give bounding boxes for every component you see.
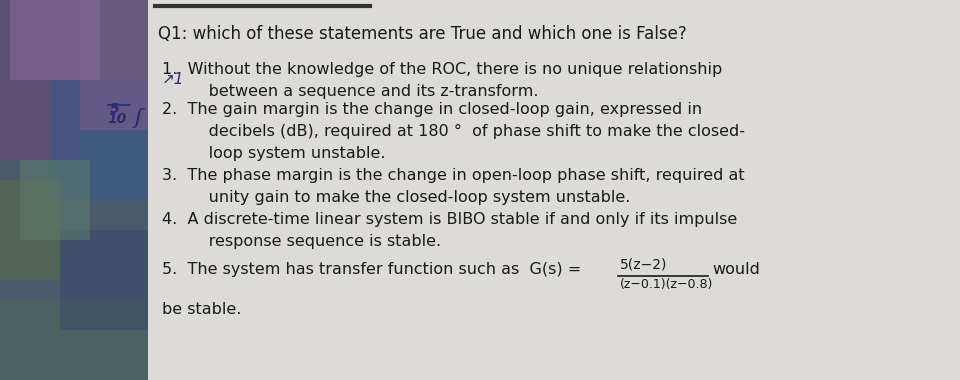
Text: decibels (dB), required at 180 °  of phase shift to make the closed-: decibels (dB), required at 180 ° of phas… <box>183 124 745 139</box>
Text: unity gain to make the closed-loop system unstable.: unity gain to make the closed-loop syste… <box>183 190 631 205</box>
Bar <box>0 0 80 160</box>
Text: be stable.: be stable. <box>162 302 241 317</box>
Bar <box>80 0 150 130</box>
Text: 4.  A discrete-time linear system is BIBO stable if and only if its impulse: 4. A discrete-time linear system is BIBO… <box>162 212 737 227</box>
Bar <box>0 180 60 280</box>
Text: would: would <box>712 262 760 277</box>
Text: 5.  The system has transfer function such as  G(s) =: 5. The system has transfer function such… <box>162 262 587 277</box>
Text: loop system unstable.: loop system unstable. <box>183 146 386 161</box>
Bar <box>10 0 100 80</box>
Text: 5(z−2): 5(z−2) <box>620 258 667 272</box>
Bar <box>0 0 152 380</box>
Bar <box>0 300 150 380</box>
Text: 5: 5 <box>110 102 120 116</box>
Bar <box>20 160 90 240</box>
Bar <box>148 0 960 380</box>
Bar <box>60 230 150 330</box>
Text: 10: 10 <box>107 112 127 126</box>
Text: 2.  The gain margin is the change in closed-loop gain, expressed in: 2. The gain margin is the change in clos… <box>162 102 702 117</box>
Text: ↗1: ↗1 <box>162 72 184 87</box>
Text: 3.  The phase margin is the change in open-loop phase shift, required at: 3. The phase margin is the change in ope… <box>162 168 745 183</box>
Text: ʃ: ʃ <box>135 108 142 128</box>
Text: 1.  Without the knowledge of the ROC, there is no unique relationship: 1. Without the knowledge of the ROC, the… <box>162 62 722 77</box>
Text: (z−0.1)(z−0.8): (z−0.1)(z−0.8) <box>620 278 713 291</box>
Bar <box>50 80 150 200</box>
Text: response sequence is stable.: response sequence is stable. <box>183 234 442 249</box>
Text: Q1: which of these statements are True and which one is False?: Q1: which of these statements are True a… <box>158 25 686 43</box>
Text: between a sequence and its z-transform.: between a sequence and its z-transform. <box>183 84 539 99</box>
